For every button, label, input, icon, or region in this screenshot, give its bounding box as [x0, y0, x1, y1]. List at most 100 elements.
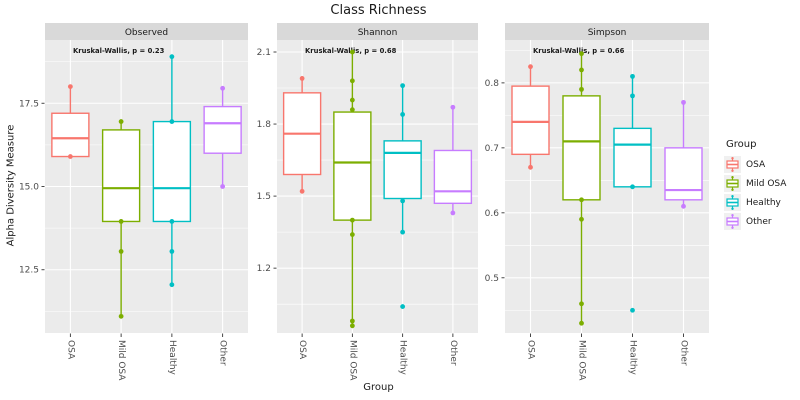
legend-item-mild-osa: Mild OSA — [724, 174, 800, 193]
x-axis-title: Group — [363, 382, 394, 393]
legend-label-mild-osa: Mild OSA — [746, 178, 787, 189]
data-point — [118, 249, 124, 254]
data-point — [349, 232, 355, 237]
data-point — [400, 304, 406, 309]
strip-simpson — [505, 23, 709, 40]
legend-key-boxplot-icon — [724, 194, 741, 211]
data-point — [349, 318, 355, 324]
data-point — [349, 107, 355, 113]
data-point — [630, 184, 635, 190]
data-point — [450, 210, 456, 216]
y-tick-label: 0.5 — [485, 274, 499, 284]
data-point — [169, 219, 175, 224]
boxplot-observed-other — [203, 85, 242, 189]
legend: Group OSA Mild OSA Healthy Other — [724, 139, 800, 231]
data-point — [299, 188, 305, 194]
strip-label-simpson: Simpson — [588, 28, 627, 38]
boxplot-observed-healthy — [152, 54, 192, 288]
legend-item-healthy: Healthy — [724, 193, 800, 212]
data-point — [169, 119, 175, 124]
legend-items: OSA Mild OSA Healthy Other — [724, 155, 800, 231]
chart-title: Class Richness — [330, 3, 427, 18]
data-point — [220, 85, 226, 91]
data-point — [579, 67, 584, 73]
data-point — [579, 216, 584, 222]
data-point — [169, 54, 175, 60]
x-tick-label: OSA — [65, 340, 75, 360]
x-tick-label: Other — [448, 340, 458, 366]
kw-annotation-observed: Kruskal-Wallis, p = 0.23 — [73, 47, 165, 55]
x-tick-label: OSA — [526, 340, 536, 360]
data-point — [528, 64, 533, 70]
data-point — [169, 282, 175, 288]
boxplot-observed-osa — [51, 84, 90, 159]
boxplot-simpson-mild-osa — [562, 51, 601, 326]
data-point — [349, 217, 355, 223]
data-point — [349, 323, 355, 329]
x-axis-observed: OSA Mild OSA Healthy Other — [65, 333, 228, 381]
x-axis-simpson: OSA Mild OSA Healthy Other — [526, 333, 689, 381]
y-tick-label: 1.5 — [257, 192, 271, 202]
y-tick-label: 0.6 — [485, 209, 500, 219]
boxplot-shannon-mild-osa — [333, 49, 372, 329]
x-tick-label: Mild OSA — [116, 340, 126, 381]
data-point — [400, 83, 406, 89]
data-point — [400, 229, 406, 235]
data-point — [118, 219, 124, 224]
data-point — [579, 86, 584, 92]
boxplot-shannon-osa — [282, 76, 322, 194]
data-point — [630, 73, 635, 79]
data-point — [681, 203, 686, 209]
y-tick-label: 1.2 — [257, 264, 271, 274]
x-tick-label: Healthy — [628, 340, 638, 376]
x-tick-label: Healthy — [167, 340, 177, 376]
data-point — [400, 198, 406, 204]
data-point — [579, 51, 584, 57]
legend-key-boxplot-icon — [724, 175, 741, 192]
boxplot-shannon-other — [433, 104, 473, 216]
data-point — [579, 320, 584, 326]
boxplot-simpson-osa — [511, 64, 550, 170]
data-point — [579, 197, 584, 203]
strip-label-shannon: Shannon — [358, 28, 398, 38]
legend-label-osa: OSA — [746, 159, 766, 170]
data-point — [349, 78, 355, 84]
facet-observed: Observed 12.5 15.0 17.5 OSA Mild OSA Healthy Ot… — [19, 23, 248, 381]
x-tick-label: Healthy — [398, 340, 408, 376]
strip-shannon — [277, 23, 478, 40]
facet-shannon: Shannon 1.2 1.5 1.8 2.1 OSA Mild OSA Healthy Oth… — [257, 23, 478, 381]
y-axis-simpson: 0.5 0.6 0.7 0.8 — [485, 79, 505, 284]
legend-key-boxplot-icon — [724, 156, 741, 173]
data-point — [220, 184, 226, 189]
y-tick-label: 0.8 — [485, 79, 500, 89]
x-tick-label: Other — [218, 340, 228, 366]
data-point — [299, 76, 305, 81]
y-tick-label: 2.1 — [257, 48, 271, 58]
data-point — [579, 301, 584, 307]
data-point — [349, 97, 355, 103]
x-axis-shannon: OSA Mild OSA Healthy Other — [297, 333, 458, 381]
legend-item-osa: OSA — [724, 155, 800, 174]
legend-item-other: Other — [724, 212, 800, 231]
data-point — [349, 49, 355, 55]
data-point — [528, 164, 533, 170]
boxplot-shannon-healthy — [383, 83, 422, 309]
data-point — [118, 313, 124, 319]
y-axis-observed: 12.5 15.0 17.5 — [19, 99, 45, 276]
data-point — [400, 112, 406, 117]
boxplot-observed-mild-osa — [101, 119, 141, 319]
x-tick-label: OSA — [297, 340, 307, 360]
data-point — [67, 84, 73, 90]
legend-label-healthy: Healthy — [746, 197, 781, 208]
x-tick-label: Other — [679, 340, 689, 366]
data-point — [630, 93, 635, 99]
y-tick-label: 12.5 — [19, 266, 39, 276]
x-tick-label: Mild OSA — [577, 340, 587, 381]
x-tick-label: Mild OSA — [347, 340, 357, 381]
strip-observed — [45, 23, 248, 40]
data-point — [681, 99, 686, 105]
y-tick-label: 1.8 — [257, 120, 272, 130]
y-tick-label: 17.5 — [19, 99, 39, 109]
